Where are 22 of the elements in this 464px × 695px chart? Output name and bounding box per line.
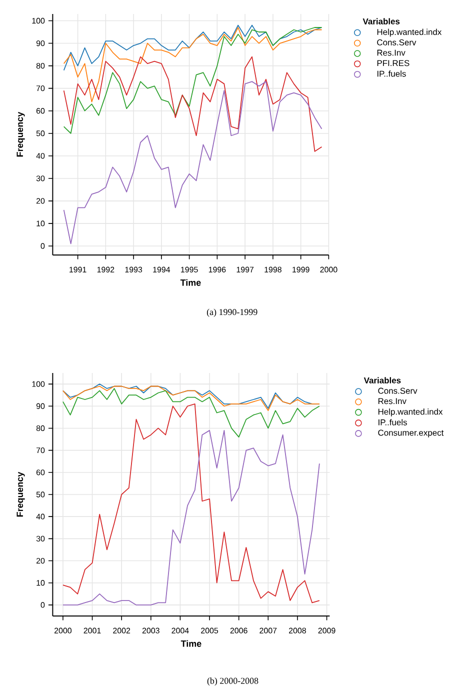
text: (a) 1990-1999 <box>206 308 258 317</box>
line-series <box>63 81 322 244</box>
x-axis-title: Time <box>180 279 201 286</box>
legend-label: Cons.Serv <box>377 39 416 46</box>
legend-label: Consumer.expect <box>378 430 444 438</box>
legend-label: IP..fuels <box>377 70 406 77</box>
line-series <box>63 27 322 102</box>
y-axis-title: Frequency <box>16 472 25 517</box>
legend-label: Res.Inv <box>378 398 406 404</box>
legend-title: Variables <box>364 377 401 384</box>
legend-title: Variables <box>362 18 400 24</box>
text: (b) 2000-2008 <box>207 678 258 686</box>
x-axis-title: Time <box>180 640 202 647</box>
legend-label: Help.wanted.indx <box>378 408 443 416</box>
legend-label: PFI.RES <box>377 60 410 66</box>
y-axis-title: Frequency <box>16 112 25 157</box>
legend-label: Res.Inv <box>377 50 406 56</box>
legend-label: Cons.Serv <box>378 388 418 394</box>
legend-label: IP..fuels <box>378 419 407 426</box>
line-series <box>62 388 320 438</box>
legend-label: Help.wanted.indx <box>377 28 442 37</box>
line-series <box>63 56 322 152</box>
